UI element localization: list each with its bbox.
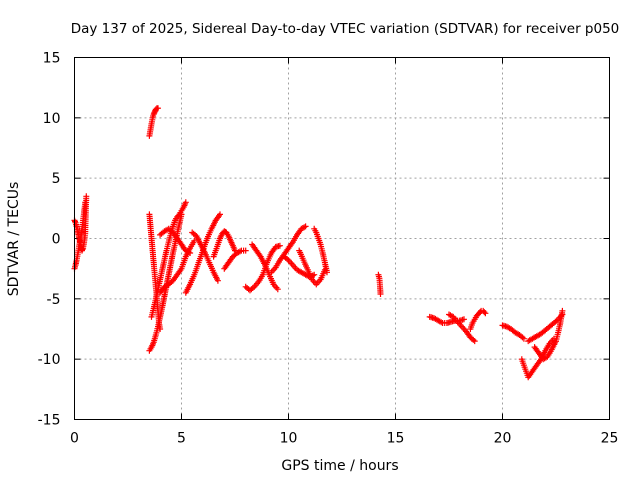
x-tick-label: 10	[280, 431, 298, 447]
y-tick-label: 15	[43, 51, 61, 67]
chart-title: Day 137 of 2025, Sidereal Day-to-day VTE…	[71, 21, 620, 37]
data-point-marker	[559, 307, 566, 314]
data-point-marker	[155, 105, 161, 112]
x-tick-label: 15	[387, 431, 405, 447]
y-tick-label: 0	[52, 232, 61, 248]
x-tick-label: 5	[177, 431, 186, 447]
data-point-marker	[187, 250, 194, 256]
y-tick-labels: -15 -10 -5 0 5 10 15	[38, 51, 61, 429]
data-point-marker	[461, 316, 467, 323]
data-point-marker	[471, 338, 478, 345]
x-tick-label: 20	[494, 431, 512, 447]
data-point-marker	[276, 242, 283, 249]
y-tick-label: 5	[52, 171, 61, 187]
data-point-marker	[214, 277, 221, 284]
data-point-marker	[482, 310, 489, 317]
x-tick-label: 25	[601, 431, 619, 447]
data-point-marker	[520, 335, 527, 342]
data-point-marker	[311, 271, 318, 278]
data-point-marker	[83, 193, 90, 200]
data-point-marker	[302, 223, 309, 230]
plot-frame	[74, 57, 610, 420]
y-tick-label: -15	[38, 413, 61, 429]
data-point-marker	[274, 286, 281, 293]
data-point-marker	[377, 291, 384, 297]
data-points	[71, 105, 566, 381]
y-tick-label: -5	[47, 292, 61, 308]
x-tick-label: 0	[70, 431, 79, 447]
data-point-marker	[217, 211, 223, 218]
y-axis-label: SDTVAR / TECUs	[6, 182, 22, 297]
x-tick-labels: 0 5 10 15 20 25	[70, 431, 618, 447]
data-point-marker	[481, 309, 488, 316]
x-axis-label: GPS time / hours	[281, 458, 398, 474]
y-tick-label: 10	[43, 111, 61, 127]
data-point-marker	[242, 247, 249, 254]
y-tick-label: -10	[38, 352, 61, 368]
data-point-marker	[182, 199, 189, 206]
data-point-marker	[324, 269, 330, 276]
